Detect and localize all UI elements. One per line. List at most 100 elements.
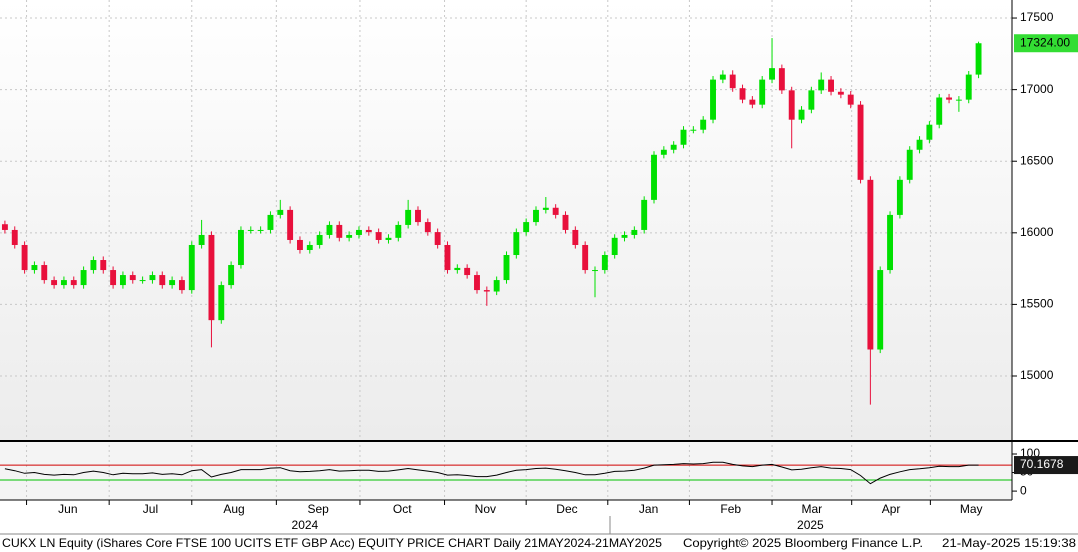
candle-body [80,270,87,286]
candle-body [916,139,923,150]
candle-body [690,129,697,131]
candle-body [749,99,756,105]
candle-body [306,244,313,250]
x-tick-label: Nov [475,502,496,516]
candle-body [670,144,677,150]
candle-body [21,244,28,271]
x-tick-label: Aug [223,502,244,516]
candle-body [552,207,559,215]
candle-body [680,129,687,145]
last-value-label: 70.1678 [1020,457,1064,471]
x-tick-label: Jan [639,502,658,516]
candle-body [424,222,431,233]
y-tick-label: 15000 [1020,368,1054,382]
candle-body [955,99,962,101]
candle-body [739,88,746,100]
x-tick-label: Dec [556,502,577,516]
rsi-panel [0,441,1012,500]
candle-body [631,229,638,235]
year-label: 2024 [292,518,319,532]
candle-body [464,267,471,276]
candle-body [51,280,58,286]
candle-body [562,214,569,230]
candle-body [621,234,628,238]
candle-body [277,209,284,215]
candle-body [60,280,67,286]
candle-body [975,43,982,75]
y-tick-label: 15500 [1020,297,1054,311]
candle-body [719,74,726,80]
candle-body [100,260,107,271]
candle-body [818,79,825,91]
candle-body [336,224,343,238]
candle-body [759,79,766,105]
candle-body [582,244,589,271]
candle-body [1,224,8,230]
candle-body [946,97,953,100]
candle-body [798,109,805,120]
candle-body [405,209,412,225]
candle-body [297,239,303,250]
x-tick-label: May [960,502,983,516]
footer-copyright: Copyright© 2025 Bloomberg Finance L.P. [683,536,923,550]
candle-body [601,255,608,271]
candle-body [346,234,353,238]
candle-body [139,280,146,282]
candle-body [769,68,775,80]
last-value-label: 17324.00 [1020,35,1070,49]
candle-body [660,149,667,155]
candle-body [877,270,884,350]
candle-body [808,90,815,110]
candle-body [513,232,520,256]
candle-body [710,79,716,120]
candle-body [847,94,854,105]
footer-bar [0,534,1078,552]
last-value-tag [1014,34,1078,53]
candle-body [788,90,795,120]
candle-body [198,234,205,245]
candle-body [965,74,972,100]
candle-body [31,265,38,271]
candle-body [936,97,943,125]
x-tick-label: Jun [58,502,77,516]
candle-body [729,74,736,89]
candle-body [316,234,323,245]
candle-body [70,280,77,286]
candle-body [837,91,844,95]
candle-body [651,154,657,200]
candle-body [906,149,913,180]
candle-body [828,79,834,92]
candle-body [159,275,166,286]
candle-body [178,280,185,291]
candle-body [119,275,126,286]
last-value-tag [1014,456,1078,475]
candle-body [208,234,215,321]
candle-body [267,214,274,230]
candle-body [926,124,933,140]
candle-body [149,275,156,281]
candle-body [641,199,648,230]
x-tick-label: Oct [393,502,412,516]
candle-body [415,209,421,223]
candle-body [375,232,382,240]
candle-body [444,244,451,271]
candle-body [592,270,598,272]
candle-body [218,285,225,321]
candle-body [533,209,539,223]
price-panel [0,0,1012,441]
candle-body [228,265,235,286]
candle-body [11,229,18,245]
candle-body [611,237,618,256]
candle-body [867,179,874,350]
candle-body [857,104,864,180]
candle-body [238,229,244,266]
candle-body [572,229,579,245]
candle-body [434,232,441,245]
footer-description: CUKX LN Equity (iShares Core FTSE 100 UC… [2,536,662,550]
x-tick-label: Sep [307,502,329,516]
y-tick-label: 0 [1020,483,1027,497]
x-tick-label: Jul [143,502,158,516]
y-tick-label: 16000 [1020,225,1054,239]
candle-body [385,237,392,240]
